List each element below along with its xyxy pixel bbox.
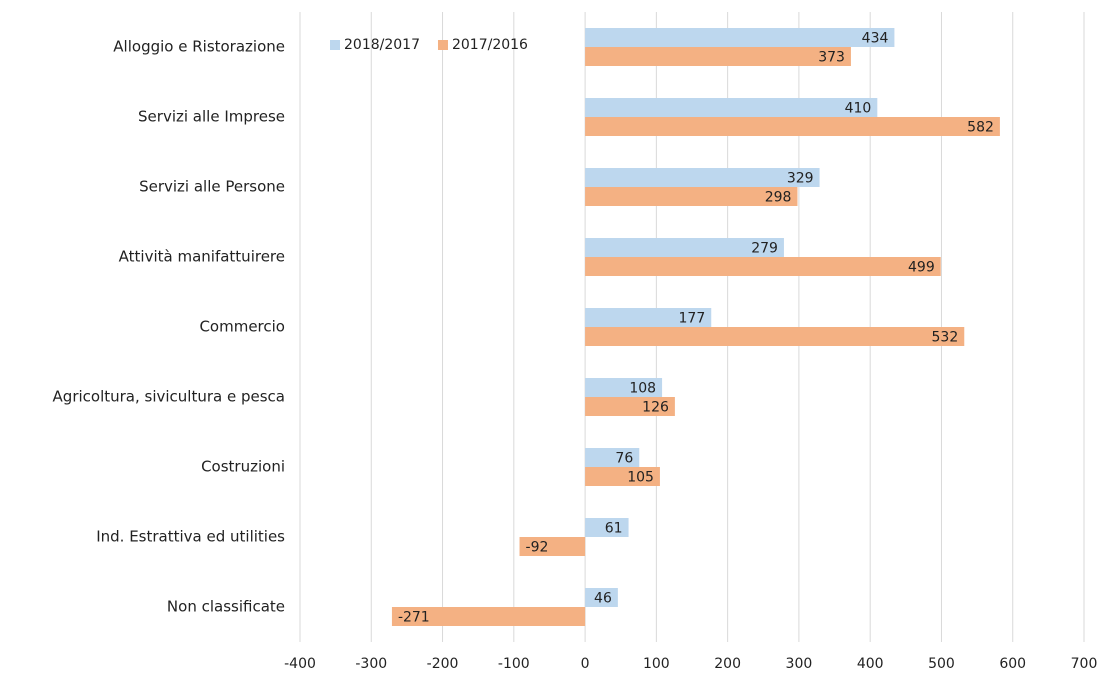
bar — [585, 448, 640, 467]
bar — [585, 47, 851, 66]
data-label: 298 — [765, 190, 792, 206]
y-tick-label: Non classificate — [167, 598, 285, 616]
legend-label: 2018/2017 — [344, 37, 420, 53]
y-tick-label: Alloggio e Ristorazione — [113, 38, 285, 56]
bar — [585, 98, 878, 117]
data-label: 499 — [908, 260, 935, 276]
bar — [585, 397, 675, 416]
x-tick-label: -300 — [355, 656, 387, 672]
bar — [585, 518, 629, 537]
data-label: 329 — [787, 171, 814, 187]
x-tick-label: -200 — [427, 656, 459, 672]
bar — [585, 117, 1000, 136]
x-tick-label: 100 — [643, 656, 670, 672]
bar — [391, 607, 586, 626]
data-label: 410 — [845, 101, 872, 117]
bar — [585, 467, 660, 486]
data-label: 434 — [862, 31, 889, 47]
x-tick-label: 0 — [581, 656, 590, 672]
y-tick-label: Commercio — [199, 318, 285, 336]
bar — [585, 28, 895, 47]
y-tick-label: Attività manifattuirere — [119, 248, 285, 266]
data-label: 126 — [642, 400, 669, 416]
x-tick-label: 200 — [714, 656, 741, 672]
legend-label: 2017/2016 — [452, 37, 528, 53]
bar — [585, 588, 618, 607]
data-label: -92 — [526, 540, 549, 556]
data-label: 177 — [679, 311, 706, 327]
y-tick-label: Costruzioni — [201, 458, 285, 476]
bar — [519, 537, 586, 556]
data-label: 105 — [627, 470, 654, 486]
x-tick-label: 600 — [999, 656, 1026, 672]
data-label: 46 — [594, 591, 612, 607]
bar — [585, 378, 663, 397]
x-tick-label: -100 — [498, 656, 530, 672]
data-label: 532 — [932, 330, 959, 346]
legend-swatch — [437, 40, 448, 50]
bar — [585, 257, 941, 276]
legend-swatch — [330, 40, 340, 50]
y-tick-label: Servizi alle Persone — [139, 178, 285, 196]
y-tick-label: Agricoltura, sivicultura e pesca — [53, 388, 285, 406]
data-label: 373 — [818, 50, 845, 66]
y-tick-label: Ind. Estrattiva ed utilities — [96, 528, 285, 546]
x-tick-label: 500 — [928, 656, 955, 672]
bar — [585, 187, 798, 206]
x-tick-label: 300 — [786, 656, 813, 672]
x-tick-label: 700 — [1071, 656, 1098, 672]
data-label: 76 — [615, 451, 633, 467]
bar — [585, 168, 820, 187]
data-label: 108 — [629, 381, 656, 397]
data-label: -271 — [398, 610, 430, 626]
x-tick-label: -400 — [284, 656, 316, 672]
x-tick-label: 400 — [857, 656, 884, 672]
y-tick-label: Servizi alle Imprese — [138, 108, 285, 126]
data-label: 279 — [751, 241, 778, 257]
data-label: 61 — [605, 521, 623, 537]
bar — [585, 327, 965, 346]
bar — [585, 238, 784, 257]
data-label: 582 — [967, 120, 994, 136]
bar — [585, 308, 712, 327]
